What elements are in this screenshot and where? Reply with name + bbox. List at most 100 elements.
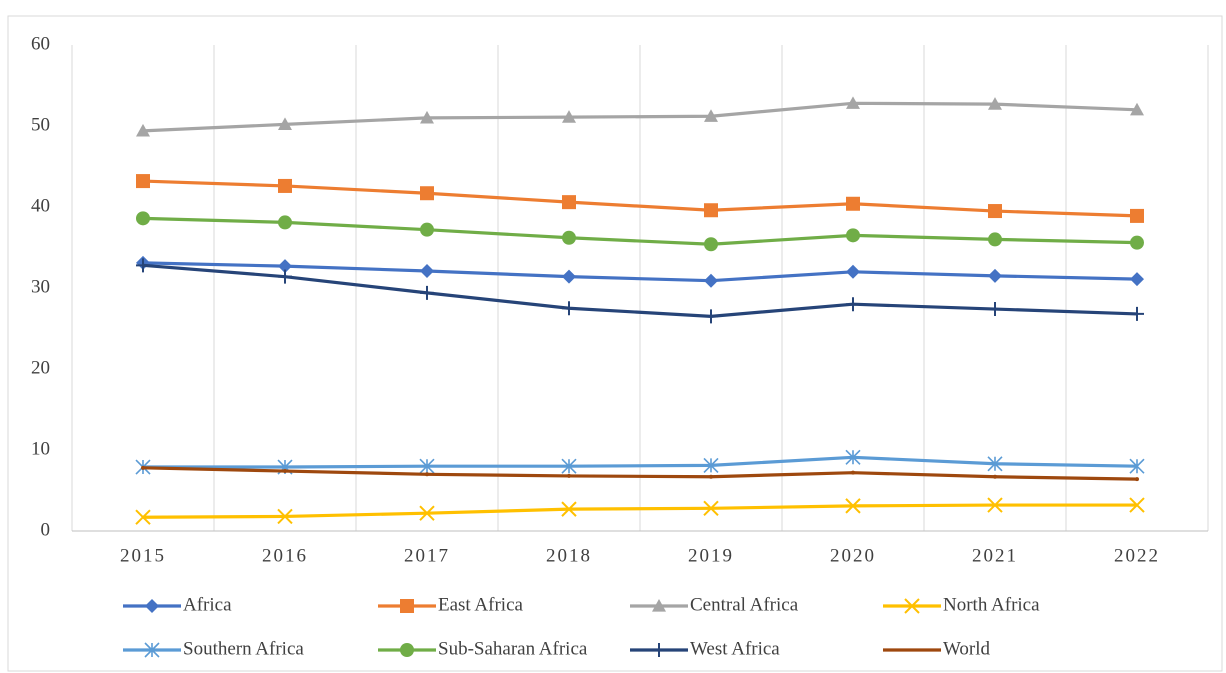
x-tick-label: 2019 <box>688 545 734 566</box>
series-line <box>142 466 1138 481</box>
marker <box>561 501 577 517</box>
point <box>425 472 429 477</box>
marker <box>704 109 718 122</box>
y-tick-label: 50 <box>31 114 50 135</box>
legend-label: Sub-Saharan Africa <box>438 638 588 659</box>
marker <box>704 309 718 324</box>
marker <box>562 301 576 316</box>
marker <box>562 269 576 284</box>
marker <box>1130 306 1144 321</box>
marker <box>652 599 666 612</box>
point <box>1135 477 1139 482</box>
marker <box>1130 102 1144 116</box>
marker <box>1130 272 1144 287</box>
marker <box>1129 497 1145 513</box>
marker <box>420 285 434 300</box>
marker <box>704 273 718 288</box>
marker <box>144 642 160 658</box>
legend-label: West Africa <box>690 638 780 659</box>
marker <box>136 123 150 137</box>
marker <box>278 269 292 284</box>
marker <box>136 211 150 226</box>
marker <box>561 458 577 474</box>
marker <box>1130 235 1144 250</box>
marker <box>987 497 1003 513</box>
marker <box>845 498 861 514</box>
point <box>141 465 145 470</box>
legend-label: North Africa <box>943 594 1040 615</box>
marker <box>136 174 150 189</box>
point <box>851 470 855 475</box>
y-tick-label: 0 <box>41 519 51 540</box>
marker <box>846 196 860 211</box>
series-line <box>142 263 1138 318</box>
legend-label: East Africa <box>438 594 524 615</box>
marker <box>846 228 860 243</box>
marker <box>278 259 292 274</box>
marker <box>1129 458 1145 474</box>
legend-label: Central Africa <box>690 594 799 615</box>
x-tick-label: 2022 <box>1114 545 1160 566</box>
x-tick-label: 2018 <box>546 545 592 566</box>
legend-label: World <box>943 638 991 659</box>
marker <box>135 509 151 525</box>
point <box>283 469 287 474</box>
marker <box>145 599 159 613</box>
x-tick-label: 2017 <box>404 545 450 566</box>
y-tick-label: 40 <box>31 195 50 216</box>
y-tick-label: 10 <box>31 438 50 459</box>
marker <box>988 232 1002 247</box>
marker <box>846 264 860 279</box>
y-tick-label: 30 <box>31 276 50 297</box>
marker <box>988 302 1002 317</box>
marker <box>703 500 719 517</box>
marker <box>1130 208 1144 223</box>
marker <box>420 186 434 201</box>
y-tick-label: 20 <box>31 357 50 378</box>
marker <box>420 263 434 278</box>
y-tick-label: 60 <box>31 33 50 54</box>
x-tick-label: 2016 <box>262 545 308 566</box>
marker <box>562 195 576 210</box>
marker <box>846 96 860 109</box>
point <box>993 474 997 479</box>
marker <box>278 117 292 130</box>
chart-frame <box>7 15 1223 672</box>
legend-label: Africa <box>183 594 232 615</box>
series-line <box>143 455 1138 469</box>
marker <box>846 297 860 312</box>
marker <box>400 599 414 613</box>
marker <box>987 456 1003 472</box>
marker <box>704 237 718 252</box>
x-tick-label: 2015 <box>120 545 166 566</box>
series-line <box>142 261 1138 283</box>
marker <box>420 110 434 124</box>
marker <box>278 178 292 193</box>
marker <box>420 222 434 237</box>
marker <box>562 110 576 123</box>
marker <box>400 643 414 657</box>
point <box>709 474 713 479</box>
marker <box>845 449 861 465</box>
marker <box>703 457 719 473</box>
marker <box>652 643 666 657</box>
marker <box>988 268 1002 283</box>
x-tick-label: 2020 <box>830 545 876 566</box>
marker <box>419 458 435 474</box>
marker <box>419 505 435 521</box>
marker <box>988 97 1002 110</box>
marker <box>988 204 1002 219</box>
marker <box>704 203 718 218</box>
series-line <box>142 179 1138 218</box>
marker <box>278 215 292 230</box>
marker <box>136 258 150 273</box>
point <box>567 473 571 478</box>
marker <box>562 230 576 245</box>
marker <box>904 598 920 614</box>
series-line <box>142 216 1138 246</box>
series-line <box>142 503 1137 519</box>
x-tick-label: 2021 <box>972 545 1018 566</box>
marker <box>277 508 293 525</box>
legend-label: Southern Africa <box>183 638 304 659</box>
